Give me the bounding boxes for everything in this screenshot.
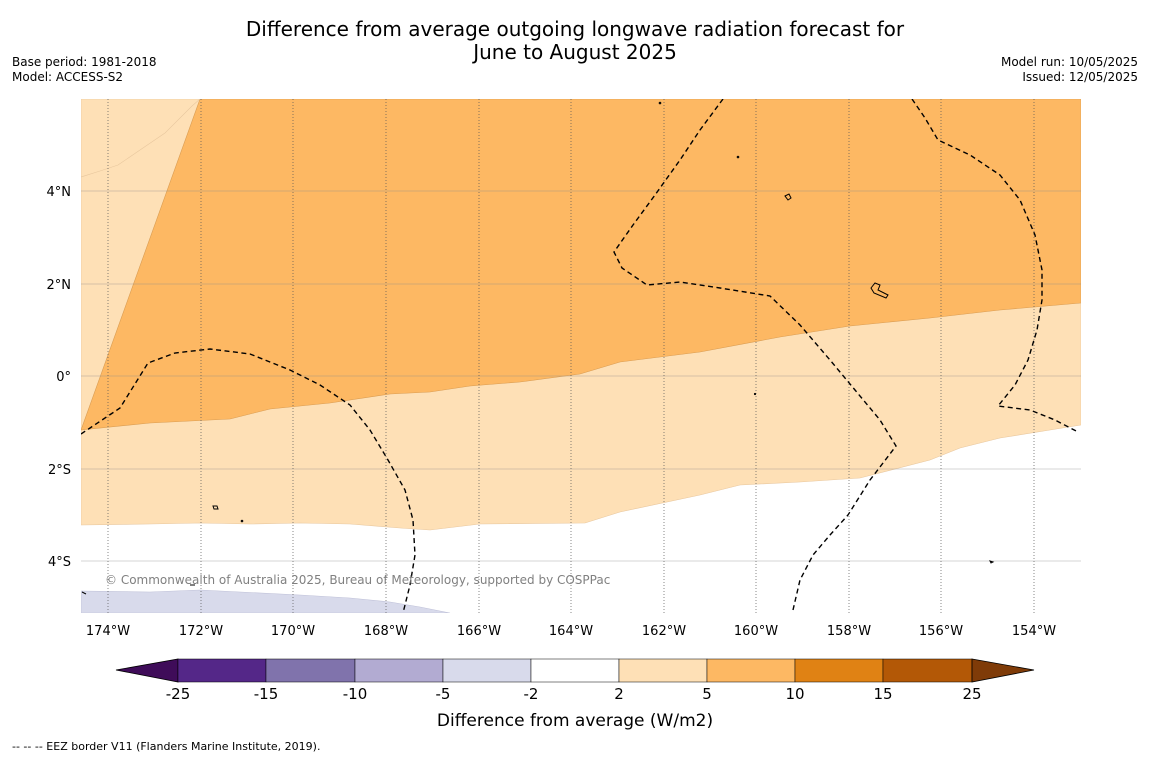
island-2 [870, 282, 889, 299]
island-6 [736, 155, 740, 159]
lat-tick-labels: 4°N 2°N 0° 2°S 4°S [47, 185, 72, 570]
island-4 [240, 519, 244, 523]
band-5-to-10-corner [81, 99, 201, 178]
colorbar-ticks: -25 -15 -10 -5 -2 2 5 10 15 25 [166, 685, 982, 703]
colorbar-title: Difference from average (W/m2) [437, 711, 713, 731]
map-figure: © Commonwealth of Australia 2025, Bureau… [47, 99, 1081, 731]
colorbar-tick: -25 [166, 685, 191, 703]
island-8 [989, 560, 995, 564]
island-7 [753, 392, 757, 396]
colorbar-segment [442, 658, 532, 683]
island-3 [212, 505, 219, 510]
lon-tick: 170°W [271, 624, 315, 639]
colorbar-extend-high [971, 658, 1035, 683]
lon-tick: 156°W [919, 624, 963, 639]
eez-border-west [81, 348, 416, 613]
lat-tick: 4°N [47, 185, 72, 200]
colorbar-tick: 10 [785, 685, 804, 703]
lon-tick: 154°W [1012, 624, 1056, 639]
colorbar-tick: -2 [524, 685, 539, 703]
colorbar-tick: 2 [614, 685, 624, 703]
eez-border-east [911, 99, 1079, 433]
lat-tick: 4°S [48, 555, 71, 570]
colorbar-segment [177, 658, 267, 683]
island-5 [658, 101, 662, 105]
map-title: Difference from average outgoing longwav… [0, 18, 1150, 64]
colorbar-segment [706, 658, 796, 683]
colorbar-segment [354, 658, 444, 683]
lon-tick: 168°W [364, 624, 408, 639]
islands [81, 101, 995, 595]
colorbar-extend-low [115, 658, 179, 683]
meta-right: Model run: 10/05/2025 Issued: 12/05/2025 [1001, 55, 1138, 85]
lon-tick: 174°W [86, 624, 130, 639]
lon-tick-labels: 174°W 172°W 170°W 168°W 166°W 164°W 162°… [86, 624, 1056, 639]
lat-tick: 2°N [47, 278, 72, 293]
title-line-1: Difference from average outgoing longwav… [245, 17, 905, 41]
band-10-to-15 [81, 99, 1081, 431]
colorbar-segment [265, 658, 356, 683]
colorbar-segment [530, 658, 620, 683]
eez-footnote: -- -- -- EEZ border V11 (Flanders Marine… [12, 740, 321, 753]
colorbar-segment [618, 658, 708, 683]
band-neg5-to-neg2 [81, 589, 451, 613]
lon-tick: 160°W [734, 624, 778, 639]
issued-date: Issued: 12/05/2025 [1022, 70, 1138, 84]
lon-tick: 162°W [642, 624, 686, 639]
meta-left: Base period: 1981-2018 Model: ACCESS-S2 [12, 55, 157, 85]
colorbar: -25 -15 -10 -5 -2 2 5 10 15 25 Differenc… [115, 658, 1035, 731]
map-plot-area [81, 99, 1081, 613]
island-1 [784, 193, 792, 201]
colorbar-tick: 15 [873, 685, 892, 703]
eez-borders [81, 99, 1079, 613]
island-9 [81, 591, 87, 595]
model-name: Model: ACCESS-S2 [12, 70, 124, 84]
colorbar-tick: 5 [702, 685, 712, 703]
colorbar-tick: 25 [962, 685, 981, 703]
lat-gridlines [81, 190, 1081, 562]
colorbar-tick: -15 [254, 685, 279, 703]
lon-tick: 164°W [549, 624, 593, 639]
title-line-2: June to August 2025 [473, 40, 677, 64]
lat-tick: 0° [56, 370, 71, 385]
colorbar-tick: -10 [343, 685, 368, 703]
eez-border-central [613, 99, 897, 611]
colorbar-segment [794, 658, 884, 683]
lon-tick: 172°W [179, 624, 223, 639]
colorbar-segment [882, 658, 973, 683]
base-period: Base period: 1981-2018 [12, 55, 157, 69]
copyright-text: © Commonwealth of Australia 2025, Bureau… [105, 573, 610, 587]
lon-tick: 166°W [457, 624, 501, 639]
model-run: Model run: 10/05/2025 [1000, 55, 1138, 69]
lat-tick: 2°S [48, 463, 71, 478]
lon-tick: 158°W [827, 624, 871, 639]
colorbar-tick: -5 [436, 685, 451, 703]
